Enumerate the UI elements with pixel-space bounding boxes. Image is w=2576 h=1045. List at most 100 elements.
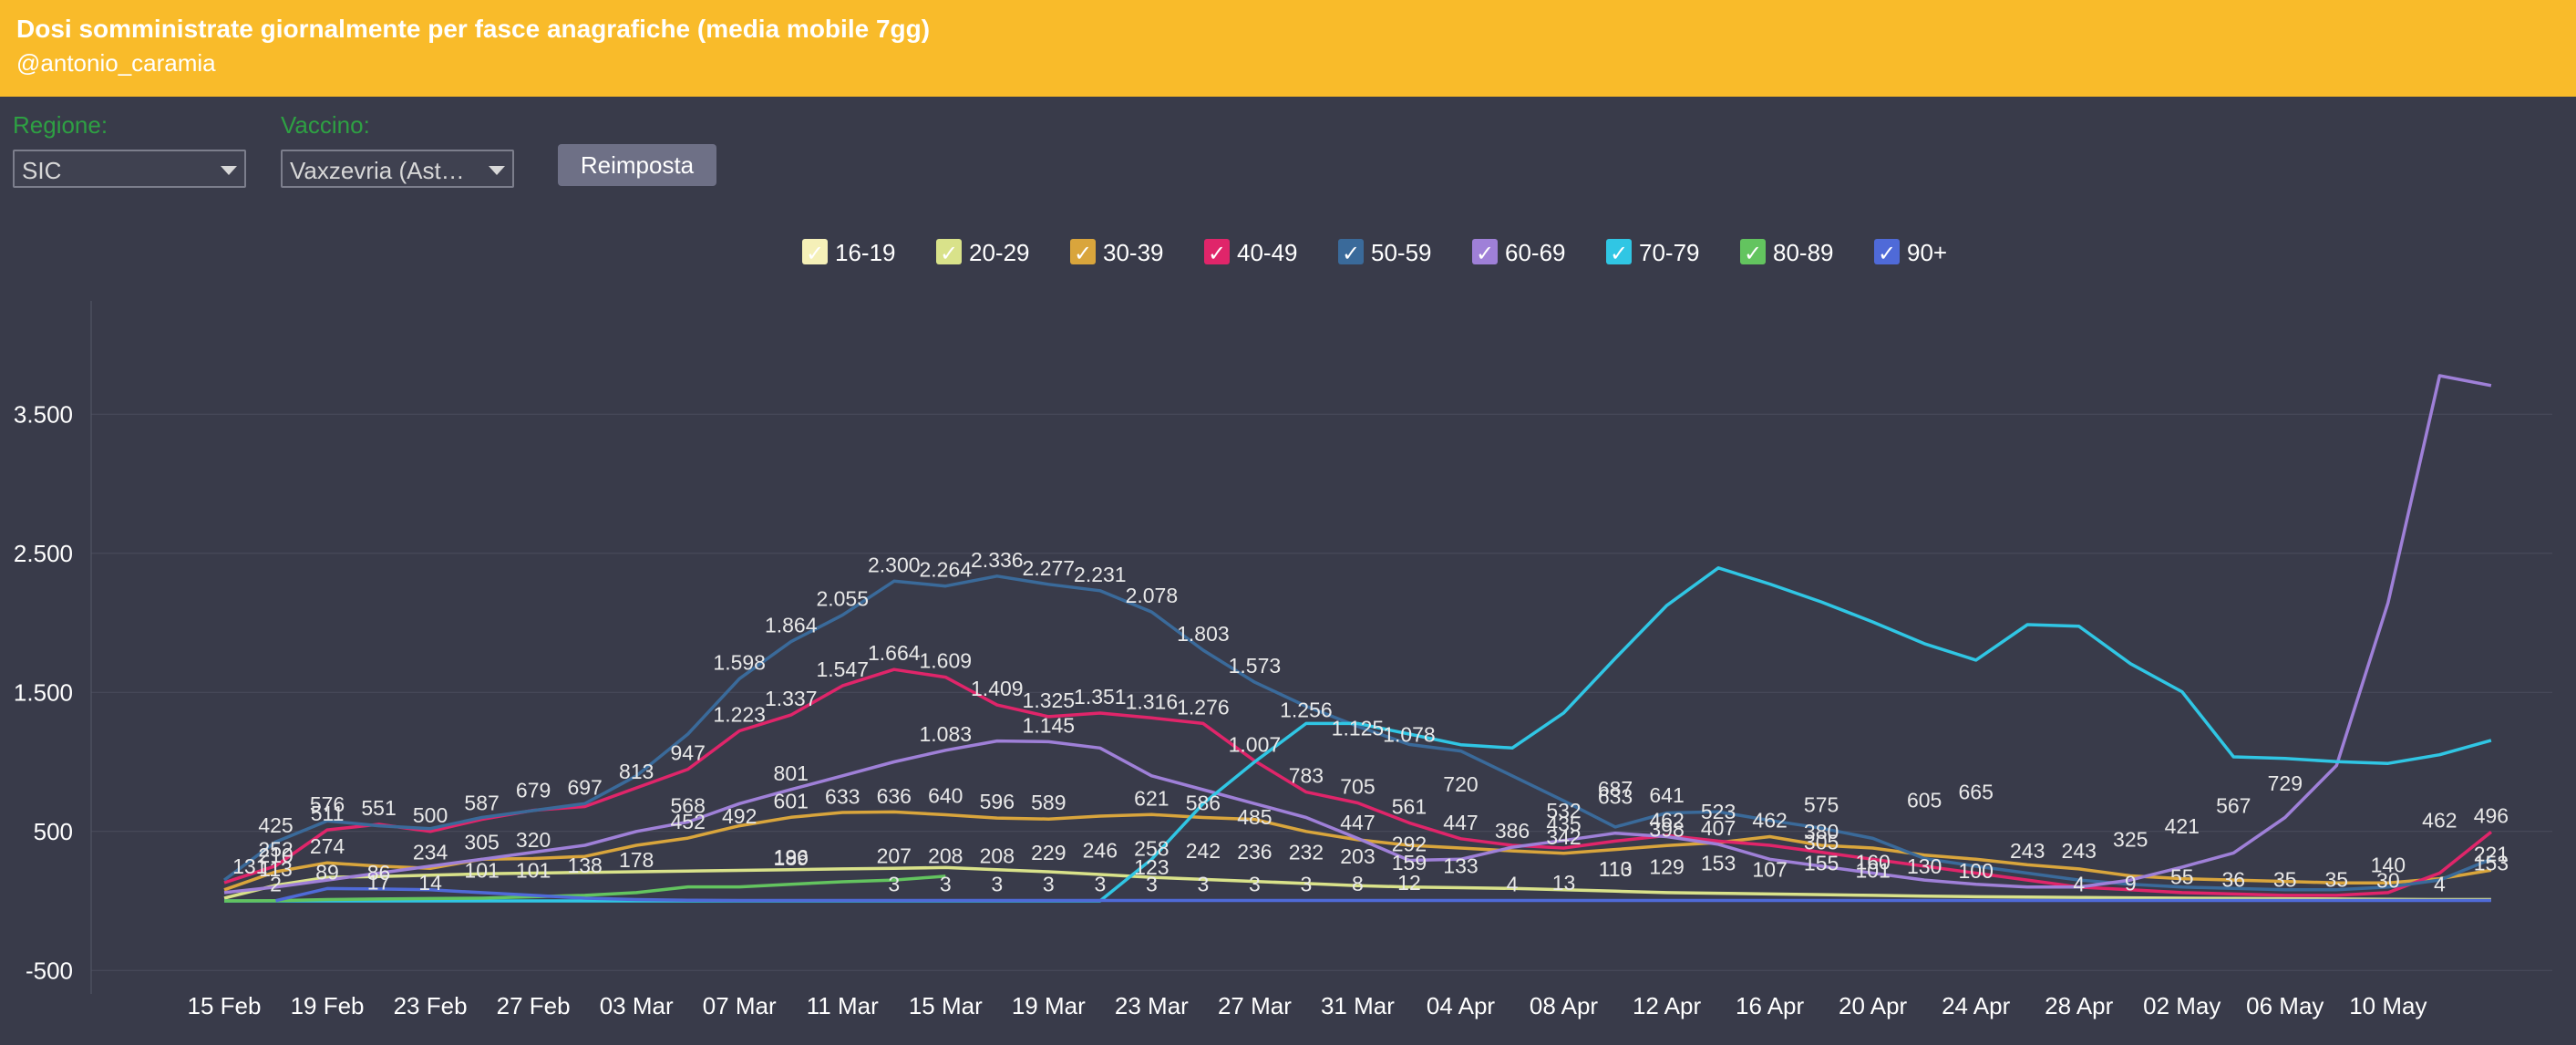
vaccino-value: Vaxzevria (Ast… [290, 157, 465, 184]
data-label: 133 [1443, 854, 1478, 878]
data-label: 131 [232, 854, 267, 878]
data-label: 485 [1237, 805, 1272, 829]
x-tick-label: 23 Feb [394, 992, 468, 1019]
x-tick-label: 12 Apr [1633, 992, 1702, 1019]
x-tick-label: 11 Mar [807, 992, 879, 1019]
legend-checkbox[interactable]: ✓ [1070, 239, 1096, 266]
data-label: 640 [928, 783, 963, 807]
data-label: 107 [1752, 858, 1787, 882]
legend-label: 30-39 [1103, 239, 1164, 266]
data-label: 813 [619, 760, 654, 783]
data-label: 496 [2474, 803, 2509, 827]
regione-select[interactable]: SIC [13, 150, 246, 188]
data-label: 1.256 [1280, 698, 1333, 721]
data-label: 196 [774, 845, 809, 869]
check-icon: ✓ [1074, 241, 1092, 266]
data-label: 575 [1804, 792, 1839, 816]
data-label: 386 [1495, 819, 1530, 843]
data-label: 1.803 [1177, 622, 1230, 646]
legend-checkbox[interactable]: ✓ [802, 239, 828, 266]
data-label: 3 [1197, 873, 1209, 896]
data-label: 633 [1598, 784, 1633, 808]
data-label: 425 [258, 813, 293, 837]
check-icon: ✓ [1878, 241, 1896, 266]
data-label: 679 [516, 778, 551, 802]
data-label: 129 [1649, 854, 1684, 878]
data-label: 447 [1340, 811, 1375, 834]
data-label: 210 [258, 843, 293, 867]
data-label: 30 [2376, 868, 2400, 892]
data-label: 234 [413, 840, 448, 864]
data-label: 35 [2325, 868, 2349, 892]
reset-button[interactable]: Reimposta [558, 144, 716, 186]
data-label: 492 [722, 804, 757, 828]
data-label: 605 [1907, 789, 1942, 812]
data-label: 462 [2422, 809, 2457, 833]
data-label: 155 [1804, 851, 1839, 874]
data-label: 801 [774, 761, 809, 785]
data-label: 325 [2113, 827, 2148, 851]
data-label: 203 [1340, 844, 1375, 868]
data-label: 576 [310, 792, 345, 816]
legend-checkbox-box [1338, 239, 1364, 264]
data-label: 1.083 [919, 722, 972, 746]
data-label: 232 [1289, 841, 1324, 864]
data-label: 1.409 [971, 677, 1024, 700]
line-chart: -500 500 1.500 2.500 3.500 15 Feb 19 Feb 23 Feb… [14, 239, 2552, 1019]
data-label: 242 [1186, 839, 1221, 863]
legend-label: 16-19 [835, 239, 896, 266]
series-line-20-29 [223, 865, 2491, 902]
data-label: 462 [1649, 809, 1684, 833]
legend-label: 50-59 [1371, 239, 1432, 266]
legend-checkbox[interactable]: ✓ [1338, 239, 1364, 266]
x-tick-label: 31 Mar [1321, 992, 1395, 1019]
legend-checkbox-box [1070, 239, 1096, 264]
check-icon: ✓ [1744, 241, 1762, 266]
legend-checkbox[interactable]: ✓ [1606, 239, 1632, 266]
y-tick-label: 3.500 [14, 400, 73, 428]
data-label: 380 [1804, 820, 1839, 843]
data-label: 1.325 [1023, 688, 1076, 712]
data-label: 243 [2062, 839, 2097, 863]
data-label: 113 [259, 857, 293, 881]
data-label: 3 [991, 873, 1003, 896]
legend-checkbox-box [1472, 239, 1498, 264]
data-label: 705 [1340, 774, 1375, 798]
data-label: 13 [1552, 871, 1576, 895]
data-label: 783 [1289, 764, 1324, 788]
legend-checkbox[interactable]: ✓ [1204, 239, 1230, 266]
data-label: 1.007 [1229, 732, 1282, 756]
data-label: 4 [2434, 872, 2446, 895]
x-tick-label: 20 Apr [1839, 992, 1908, 1019]
data-label: 130 [1907, 854, 1942, 878]
data-label: 1.316 [1126, 689, 1179, 713]
x-tick-label: 19 Mar [1012, 992, 1086, 1019]
page-title: Dosi somministrate giornalmente per fasc… [16, 15, 931, 43]
data-label: 435 [1546, 812, 1581, 836]
x-tick-label: 04 Apr [1427, 992, 1496, 1019]
legend-label: 60-69 [1505, 239, 1566, 266]
data-label: 641 [1649, 783, 1684, 807]
x-tick-label: 16 Apr [1736, 992, 1805, 1019]
data-label: 2.277 [1023, 556, 1076, 580]
data-label: 523 [1701, 800, 1736, 823]
chevron-down-icon [489, 166, 505, 175]
legend-checkbox-box [936, 239, 962, 264]
legend-checkbox[interactable]: ✓ [1740, 239, 1766, 266]
legend-checkbox[interactable]: ✓ [1874, 239, 1900, 266]
data-label: 1.664 [868, 641, 921, 665]
page-subtitle: @antonio_caramia [16, 49, 216, 77]
check-icon: ✓ [940, 241, 958, 266]
legend-checkbox[interactable]: ✓ [936, 239, 962, 266]
vaccino-select[interactable]: Vaxzevria (Ast… [281, 150, 514, 188]
data-label: 1.609 [919, 649, 972, 673]
data-label: 2 [270, 873, 282, 896]
y-tick-label: -500 [26, 957, 73, 984]
x-tick-label: 23 Mar [1115, 992, 1189, 1019]
check-icon: ✓ [1208, 241, 1226, 266]
data-label: 729 [2268, 771, 2303, 795]
series-line-40-49 [223, 667, 2492, 897]
data-label: 55 [2170, 865, 2194, 889]
data-label: 452 [670, 810, 705, 833]
legend-checkbox[interactable]: ✓ [1472, 239, 1498, 266]
